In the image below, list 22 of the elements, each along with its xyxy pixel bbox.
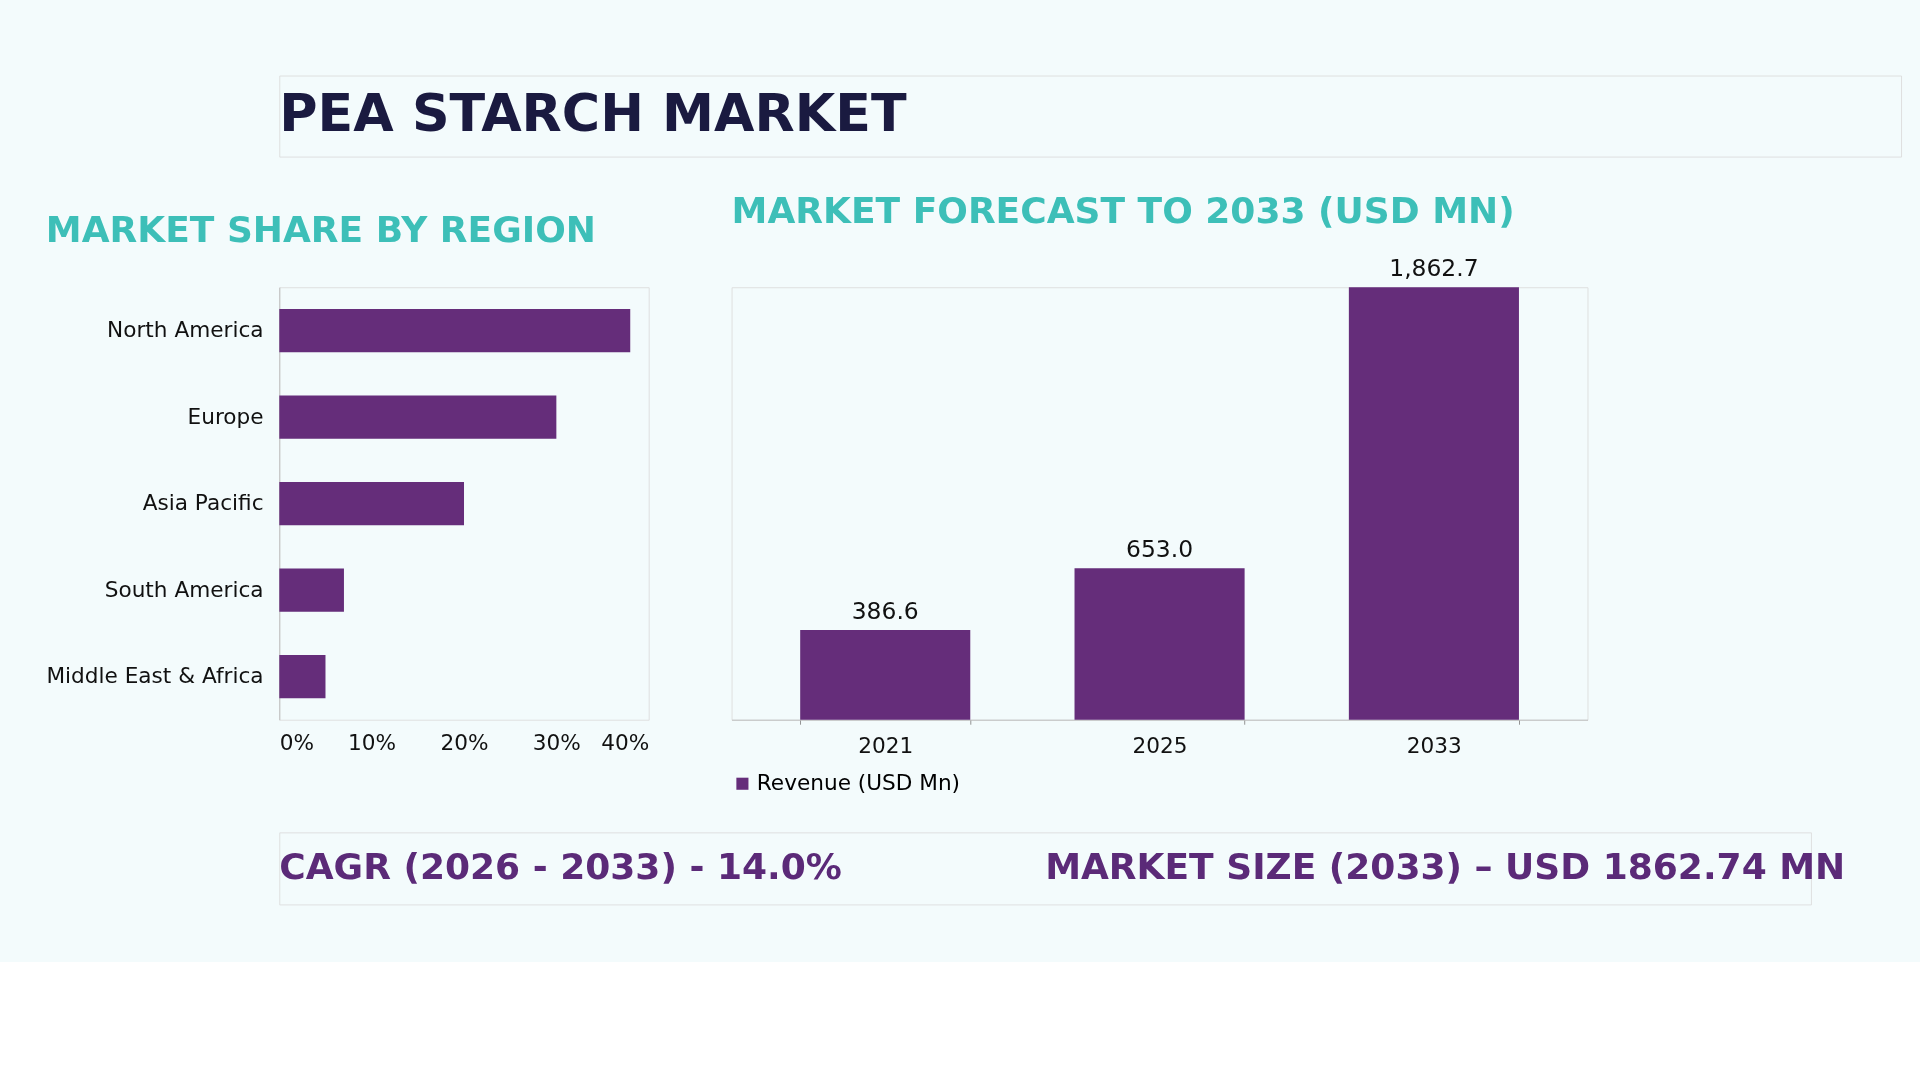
x-tick-label: 20% xyxy=(440,729,489,755)
x-tick-label: 0% xyxy=(279,729,315,755)
data-label: 653.0 xyxy=(1126,535,1194,564)
chart-title: MARKET FORECAST TO 2033 (USD MN) xyxy=(731,190,1515,232)
y-tick-label: Middle East & Africa xyxy=(46,663,264,689)
y-tick-label: North America xyxy=(107,317,264,343)
y-tick-label: Asia Pacific xyxy=(142,490,264,516)
text: MARKET SIZE (2033) – USD 1862.74 MN xyxy=(1045,846,1846,888)
y-tick-label: South America xyxy=(104,576,264,602)
x-tick-label: 10% xyxy=(348,729,397,755)
x-tick-label: 2025 xyxy=(1132,732,1188,758)
chart-title: MARKET SHARE BY REGION xyxy=(45,209,596,251)
x-tick-label: 2033 xyxy=(1406,732,1462,758)
x-tick-label: 30% xyxy=(532,729,581,755)
legend-label: Revenue (USD Mn) xyxy=(756,770,961,796)
text: CAGR (2026 - 2033) - 14.0% xyxy=(279,846,842,888)
text: PEA STARCH MARKET xyxy=(279,83,907,144)
data-label: 386.6 xyxy=(851,597,919,626)
x-tick-label: 2021 xyxy=(858,732,914,758)
data-label: 1,862.7 xyxy=(1389,254,1479,283)
y-tick-label: Europe xyxy=(187,403,264,429)
x-tick-label: 40% xyxy=(601,729,650,755)
